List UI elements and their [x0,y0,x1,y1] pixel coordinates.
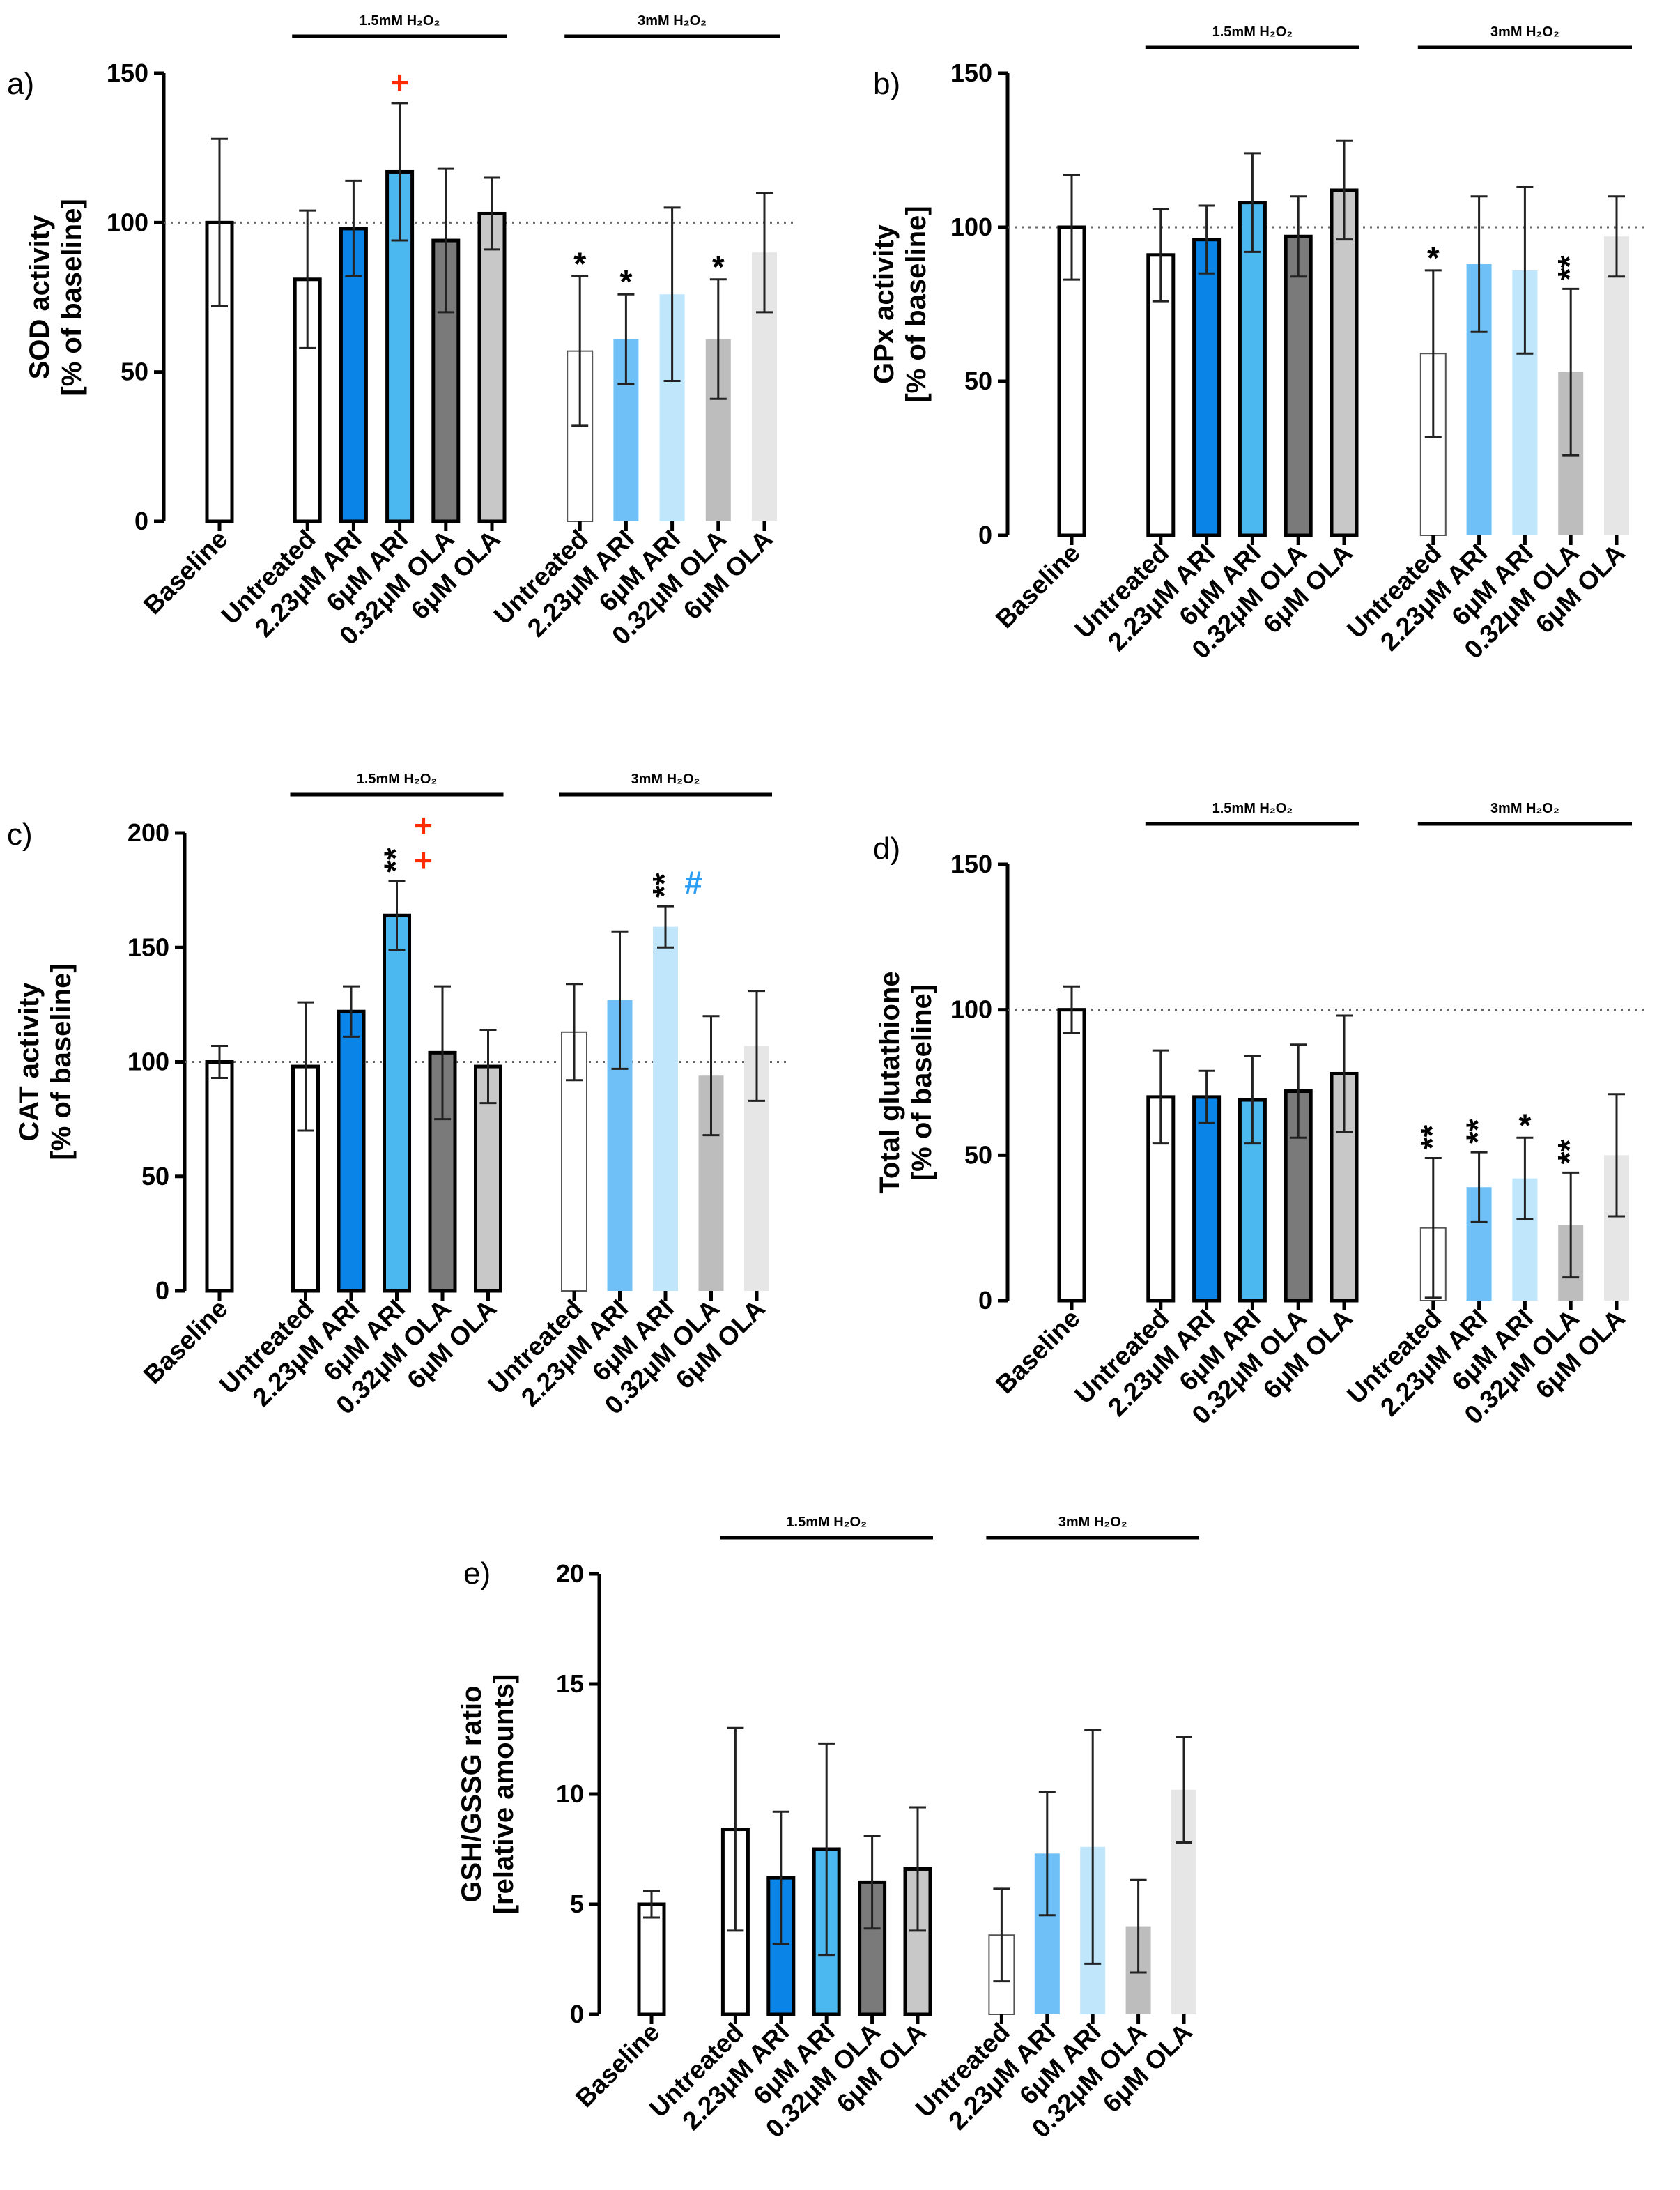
y-tick-label: 50 [121,358,148,386]
y-axis-subtitle: [% of baseline] [46,963,77,1160]
x-tick-label: Baseline [990,539,1086,634]
group-label: 3mM H₂O₂ [631,772,700,787]
group-label: 1.5mM H₂O₂ [1212,801,1293,816]
significance-marker: * [712,249,725,285]
y-tick-label: 100 [107,208,148,236]
x-tick-label: Baseline [138,525,233,620]
y-tick-label: 50 [141,1162,169,1190]
significance-marker: + [414,842,433,878]
significance-marker: ** [1551,1139,1587,1164]
y-tick-label: 100 [950,213,992,241]
y-tick-label: 100 [128,1048,169,1076]
bar [1330,188,1359,537]
y-tick-label: 10 [556,1779,584,1808]
y-axis-subtitle: [% of baseline] [56,199,87,395]
bar [477,211,507,523]
group-label: 3mM H₂O₂ [1058,1515,1127,1530]
significance-marker: * [619,263,632,300]
y-axis-title: CAT activity [14,982,45,1142]
bar [383,913,411,1293]
significance-marker: * [1518,1107,1531,1143]
group-label: 1.5mM H₂O₂ [360,13,440,29]
significance-marker: * [1427,240,1440,276]
significance-marker: + [390,64,409,100]
panel-label: d) [873,832,900,866]
y-tick-label: 100 [950,995,992,1024]
bar [1057,1008,1086,1303]
bar [337,1009,366,1293]
significance-marker: ** [1414,1125,1450,1150]
significance-marker: + [414,807,433,843]
y-tick-label: 0 [134,507,148,535]
significance-marker: * [573,245,586,282]
panel-label: a) [7,67,34,101]
panel-label: e) [463,1556,491,1591]
significance-marker: # [684,864,702,901]
y-tick-label: 200 [128,818,169,847]
group-label: 3mM H₂O₂ [1490,801,1559,816]
y-axis-title: GPx activity [869,224,900,384]
bar [653,926,678,1291]
group-label: 1.5mM H₂O₂ [786,1515,867,1530]
y-tick-label: 0 [155,1276,169,1305]
bar [1284,234,1313,537]
significance-marker: ** [1460,1119,1496,1144]
bar [1192,238,1222,537]
x-tick-label: Baseline [990,1304,1086,1400]
chart-panel-1: a) SOD activity [% of baseline] 0 50 100 150 1.… [7,13,796,650]
y-axis-title: SOD activity [24,215,55,379]
group-label: 3mM H₂O₂ [638,13,707,29]
significance-marker: ** [646,873,682,898]
y-tick-label: 50 [964,367,992,395]
y-axis-title: GSH/GSSG ratio [456,1685,487,1902]
y-tick-label: 150 [950,59,992,87]
bar [428,1050,457,1293]
chart-panel-2: b) GPx activity [% of baseline] 0 50 100 150 1.… [869,24,1649,664]
y-axis-subtitle: [% of baseline] [901,206,932,402]
group-label: 1.5mM H₂O₂ [357,772,438,787]
chart-panel-5: e) GSH/GSSG ratio [relative amounts] 0 5 10 15… [456,1515,1199,2143]
chart-panel-3: c) CAT activity [% of baseline] 0 50 100 150 20… [7,772,789,1420]
bar [637,1902,666,2016]
y-tick-label: 0 [570,2000,584,2028]
y-tick-label: 150 [128,933,169,961]
bar [1192,1095,1222,1303]
y-axis-subtitle: [relative amounts] [488,1674,519,1915]
y-axis-subtitle: [% of baseline] [907,984,937,1181]
y-tick-label: 5 [570,1890,584,1918]
y-axis-title: Total glutathione [874,971,905,1193]
chart-panel-4: d) Total glutathione [% of baseline] 0 50 100… [873,801,1649,1430]
y-tick-label: 150 [950,850,992,878]
y-tick-label: 150 [107,59,148,87]
y-tick-label: 20 [556,1559,584,1588]
y-tick-label: 50 [964,1140,992,1169]
group-label: 1.5mM H₂O₂ [1212,24,1293,40]
panel-label: c) [7,818,33,852]
y-tick-label: 0 [978,521,992,549]
significance-marker: ** [1551,255,1587,280]
bar [1604,236,1629,535]
significance-marker: ** [378,848,414,873]
bar [205,1060,234,1293]
group-label: 3mM H₂O₂ [1490,24,1559,40]
y-tick-label: 0 [978,1286,992,1315]
y-tick-label: 15 [556,1669,584,1698]
panel-label: b) [873,67,900,101]
